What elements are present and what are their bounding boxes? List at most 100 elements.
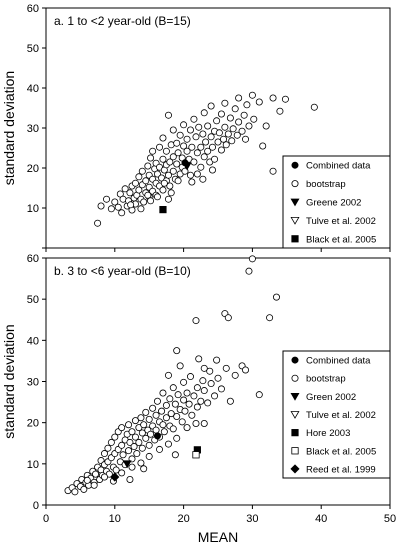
panel-a-bootstrap-point (159, 155, 167, 163)
panel-a-bootstrap-point (131, 179, 139, 187)
panel-b-x-tick-label: 20 (177, 513, 189, 525)
panel-b-bootstrap-point (186, 373, 194, 381)
panel-b-bootstrap-point (145, 441, 153, 449)
panel-a-bootstrap-point (121, 185, 129, 193)
panel-b-bootstrap-point (192, 317, 200, 325)
panel-a-bootstrap-point (240, 111, 248, 119)
panel-b-bootstrap-point (149, 404, 157, 412)
panel-b-bootstrap-point (131, 417, 139, 425)
panel-b-y-tick-label: 20 (27, 418, 39, 430)
panel-a-bootstrap-point (153, 193, 161, 201)
panel-a-y-tick-label: 20 (27, 163, 39, 175)
panel-b-bootstrap-point (138, 444, 146, 452)
panel-b-bootstrap-point (200, 364, 208, 372)
panel-a-bootstrap-point (159, 186, 167, 194)
panel-b-bootstrap-point (126, 438, 134, 446)
panel-a-bootstrap-point (248, 91, 256, 99)
panel-a-bootstrap-point (208, 166, 216, 174)
panel-b-bootstrap-point (128, 463, 136, 471)
panel-a-bootstrap-point (192, 133, 200, 141)
panel-b-bootstrap-point (204, 399, 212, 407)
panel-b-legend-combined-data-label: Combined data (306, 356, 371, 367)
panel-b-bootstrap-point (169, 384, 177, 392)
panel-a-bootstrap-point (200, 153, 208, 161)
panel-a-bootstrap-point (126, 189, 134, 197)
panel-b-bootstrap-point (206, 367, 214, 375)
panel-a-bootstrap-point (103, 195, 111, 203)
panel-b-y-tick-label: 50 (27, 294, 39, 306)
panel-a-bootstrap-point (149, 147, 157, 155)
panel-a-y-tick-label: 60 (27, 3, 39, 15)
panel-a-bootstrap-point (188, 178, 196, 186)
panel-b-bootstrap-point (167, 410, 175, 418)
panel-b-y-tick-label: 10 (27, 459, 39, 471)
panel-a-bootstrap-point (140, 198, 148, 206)
panel-a-bootstrap-point (214, 138, 222, 146)
panel-a-bootstrap-point (183, 135, 191, 143)
panel-a-bootstrap-point (217, 110, 225, 118)
panel-a-greene-2002-point (182, 162, 192, 171)
panel-b-legend-hore-2003-marker (291, 429, 299, 437)
panel-b-title: b. 3 to <6 year-old (B=10) (54, 264, 191, 278)
panel-a-bootstrap-point (180, 121, 188, 129)
panel-b-x-tick-label: 30 (246, 513, 258, 525)
panel-a-bootstrap-point (231, 105, 239, 113)
panel-b-bootstrap-point (222, 364, 230, 372)
panel-a-bootstrap-point (202, 138, 210, 146)
panel-a-bootstrap-point (127, 201, 135, 209)
panel-b-legend-tulve-et-al-2002-label: Tulve et al. 2002 (306, 410, 376, 421)
panel-a-bootstrap-point (259, 142, 267, 150)
panel-b-legend-combined-data-marker (291, 356, 299, 364)
panel-b-legend-black-et-al-2005-label: Black et al. 2005 (306, 446, 376, 457)
panel-b-bootstrap-point (193, 403, 201, 411)
panel-b-bootstrap-point (147, 430, 155, 438)
panel-b-bootstrap-point (112, 466, 120, 474)
panel-a-bootstrap-point (186, 126, 194, 134)
panel-b-bootstrap-point (207, 380, 215, 388)
panel-a-bootstrap-point (220, 135, 228, 143)
panel-b-bootstrap-point (142, 408, 150, 416)
panel-a-bootstrap-point (221, 123, 229, 131)
panel-b-bootstrap-point (188, 411, 196, 419)
panel-b-bootstrap-point (245, 267, 253, 275)
panel-b-bootstrap-point (145, 415, 153, 423)
panel-b-combined-data-point (153, 432, 161, 440)
panel-a-y-tick-label: 50 (27, 43, 39, 55)
panel-b-legend-reed-et-al-1999-marker (290, 464, 300, 474)
panel-b-legend-hore-2003-label: Hore 2003 (306, 428, 350, 439)
panel-b-bootstrap-point (92, 470, 100, 478)
panel-b-legend-tulve-et-al-2002-marker (290, 411, 300, 419)
panel-a-bootstrap-point (162, 147, 170, 155)
panel-b-x-tick-label: 40 (315, 513, 327, 525)
panel-b-bootstrap-point (199, 377, 207, 385)
panel-b-x-tick-label: 50 (384, 513, 396, 525)
panel-a-bootstrap-point (137, 205, 145, 213)
panel-b-bootstrap-point (192, 419, 200, 427)
panel-b-bootstrap-point (71, 488, 79, 496)
panel-b-bootstrap-point (185, 400, 193, 408)
panel-a-bootstrap-point (107, 205, 115, 213)
panel-a-legend (282, 155, 391, 249)
panel-a-bootstrap-point (169, 153, 177, 161)
panel-b-bootstrap-point (119, 451, 127, 459)
panel-a-y-tick-label: 30 (27, 123, 39, 135)
panel-a-bootstrap-point (211, 155, 219, 163)
panel-a-bootstrap-point (204, 147, 212, 155)
panel-a-bootstrap-point (224, 130, 232, 138)
panel-b-bootstrap-point (140, 465, 148, 473)
panel-b-bootstrap-point (231, 371, 239, 379)
panel-b-bootstrap-point (118, 441, 126, 449)
panel-b-x-axis-label: MEAN (198, 529, 238, 545)
panel-a-legend-combined-data-label: Combined data (306, 161, 371, 172)
panel-b-bootstrap-point (173, 434, 181, 442)
panel-a-bootstrap-point (207, 133, 215, 141)
panel-a-bootstrap-point (207, 102, 215, 110)
panel-b-bootstrap-point (104, 444, 112, 452)
panel-a-bootstrap-point (197, 163, 205, 171)
panel-a-bootstrap-point (183, 147, 191, 155)
panel-b-chart: 0 10 20 30 40 50 60 0 10 20 30 40 50 standard deviati… (1, 253, 396, 545)
panel-a-y-tick-label: 10 (27, 203, 39, 215)
panel-a-bootstrap-point (147, 197, 155, 205)
panel-b-black-et-al-2005-point (192, 451, 200, 459)
